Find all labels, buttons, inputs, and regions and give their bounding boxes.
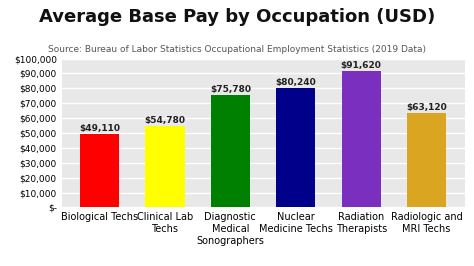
Bar — [276, 88, 315, 207]
Bar — [407, 114, 446, 207]
Bar — [342, 71, 381, 207]
Bar — [146, 126, 184, 207]
Text: Source: Bureau of Labor Statistics Occupational Employment Statistics (2019 Data: Source: Bureau of Labor Statistics Occup… — [48, 45, 426, 54]
Bar — [80, 134, 119, 207]
Text: $80,240: $80,240 — [275, 78, 316, 87]
Bar — [211, 95, 250, 207]
Text: $63,120: $63,120 — [406, 103, 447, 113]
Text: Average Base Pay by Occupation (USD): Average Base Pay by Occupation (USD) — [39, 8, 435, 26]
Text: $49,110: $49,110 — [79, 124, 120, 133]
Text: $54,780: $54,780 — [145, 116, 185, 125]
Text: $75,780: $75,780 — [210, 85, 251, 94]
Text: $91,620: $91,620 — [341, 61, 382, 70]
